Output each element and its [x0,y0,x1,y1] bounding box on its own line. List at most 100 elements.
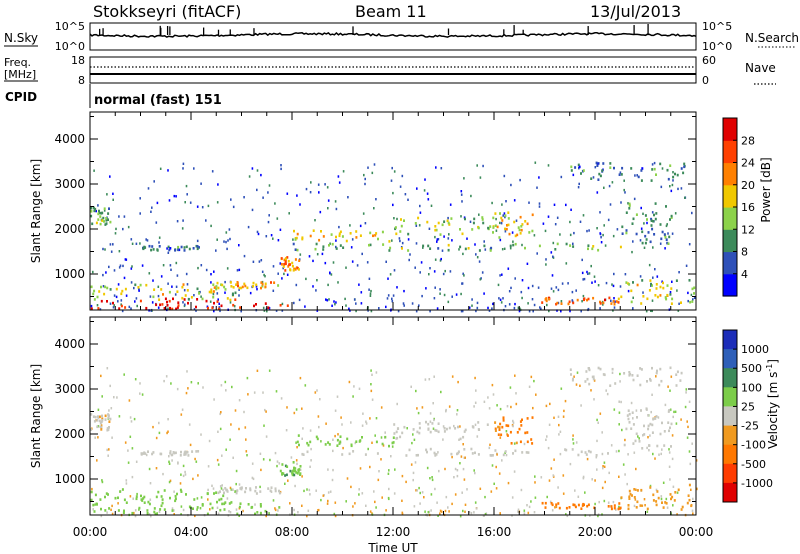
scatter-speck [396,286,398,289]
scatter-cell [645,238,648,241]
scatter-speck [661,448,663,451]
scatter-speck [106,448,108,452]
scatter-cell [541,501,544,505]
scatter-cell [555,503,558,506]
scatter-cell [570,169,573,172]
scatter-speck [401,512,404,516]
scatter-cell [184,451,187,454]
scatter-cell [603,373,606,377]
scatter-cell [213,286,216,289]
scatter-speck [263,424,265,427]
scatter-speck [97,204,99,207]
scatter-speck [437,238,440,241]
scatter-speck [96,459,98,462]
scatter-cell [105,222,108,225]
scatter-speck [660,497,663,501]
scatter-speck [562,492,565,495]
scatter-cell [172,297,174,301]
scatter-speck [90,304,93,308]
scatter-speck [651,309,653,313]
scatter-speck [238,288,240,291]
scatter-speck [526,262,529,265]
scatter-cell [445,427,448,431]
scatter-speck [391,239,393,242]
scatter-cell [364,453,367,456]
scatter-cell [597,366,600,370]
scatter-cell [330,233,333,236]
scatter-cell [143,501,146,504]
scatter-speck [129,416,132,419]
scatter-cell [103,207,106,210]
scatter-speck [128,305,131,309]
scatter-cell [657,496,660,500]
scatter-cell [177,245,180,249]
scatter-speck [475,389,477,392]
scatter-speck [217,512,220,515]
scatter-speck [135,460,138,463]
scatter-speck [392,191,394,195]
scatter-cell [148,502,151,506]
scatter-cell [507,217,510,220]
scatter-speck [646,446,648,450]
scatter-cell [159,508,162,511]
scatter-cell [294,267,297,271]
scatter-speck [588,272,591,275]
scatter-speck [131,475,134,479]
scatter-cell [224,501,227,504]
scatter-speck [106,511,108,514]
scatter-speck [421,294,423,298]
scatter-speck [255,285,258,288]
scatter-cell [318,238,321,242]
scatter-speck [550,467,553,470]
scatter-speck [293,508,295,512]
scatter-cell [591,375,594,379]
scatter-cell [639,383,642,387]
scatter-cell [104,223,107,226]
scatter-speck [108,409,110,412]
scatter-cell [502,453,505,457]
scatter-cell [162,293,164,296]
scatter-cell [108,207,110,210]
scatter-cell [447,243,450,247]
scatter-speck [270,234,273,237]
scatter-speck [111,436,113,439]
scatter-speck [434,487,436,491]
scatter-cell [401,431,404,435]
scatter-cell [286,256,289,259]
scatter-cell [212,283,215,286]
scatter-cell [142,497,145,500]
scatter-cell [648,444,651,447]
scatter-speck [504,215,506,219]
scatter-speck [503,174,506,178]
scatter-speck [599,232,601,235]
scatter-cell [691,300,694,303]
scatter-cell [610,302,613,305]
scatter-speck [552,474,555,477]
scatter-cell [264,302,267,305]
scatter-speck [163,379,165,383]
scatter-cell [322,248,325,251]
scatter-speck [603,461,606,464]
scatter-cell [144,452,147,455]
scatter-speck [442,438,444,441]
scatter-speck [320,498,322,502]
scatter-speck [579,384,581,387]
scatter-speck [133,511,135,515]
scatter-speck [560,310,562,313]
scatter-speck [345,500,347,503]
scatter-speck [324,183,326,186]
scatter-cell [221,283,224,287]
scatter-speck [478,260,481,263]
scatter-speck [391,300,394,303]
scatter-speck [680,187,683,190]
scatter-speck [336,395,339,398]
scatter-speck [358,493,360,496]
scatter-speck [451,239,453,242]
scatter-cell [520,225,523,228]
scatter-speck [335,245,337,249]
scatter-speck [552,255,554,258]
scatter-cell [140,453,143,456]
scatter-cell [637,175,640,179]
scatter-speck [487,396,489,399]
